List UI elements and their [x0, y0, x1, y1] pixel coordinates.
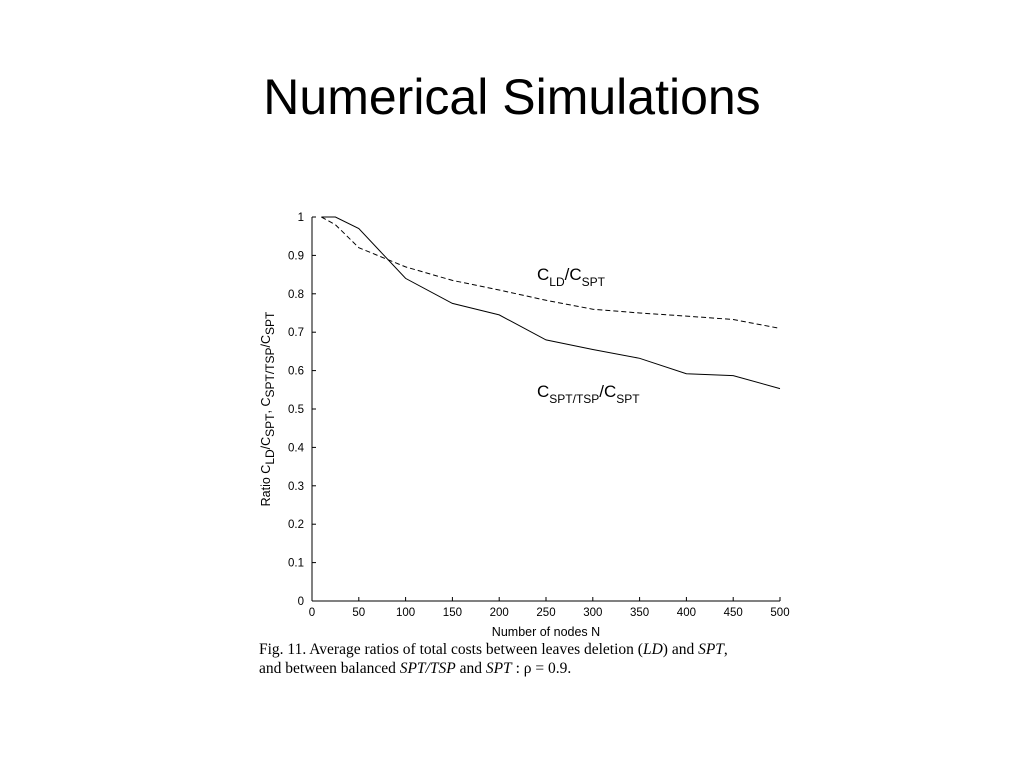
- y-tick-label: 0.9: [288, 250, 304, 262]
- x-axis-label: Number of nodes N: [492, 625, 600, 639]
- series-line-1: [321, 216, 781, 390]
- x-tick-label: 500: [770, 607, 789, 619]
- y-tick-label: 0.7: [288, 327, 304, 339]
- y-tick-label: 0.3: [288, 481, 304, 493]
- x-tick-label: 0: [309, 607, 315, 619]
- x-ticks: 0 50 100 150 200 250 300 350 400 450 500: [309, 597, 790, 619]
- x-tick-label: 50: [352, 607, 365, 619]
- series-lines: [321, 216, 781, 390]
- y-tick-label: 1: [298, 212, 304, 224]
- x-tick-label: 250: [536, 607, 555, 619]
- caption-line-1: Fig. 11. Average ratios of total costs b…: [259, 641, 728, 658]
- series-label-ld: CLD/CSPT: [537, 265, 606, 289]
- y-axis-label: Ratio CLD/CSPT, CSPT/TSP/CSPT: [259, 311, 277, 506]
- x-tick-label: 100: [396, 607, 415, 619]
- figure-caption: Fig. 11. Average ratios of total costs b…: [259, 640, 799, 678]
- x-tick-label: 400: [677, 607, 696, 619]
- x-tick-label: 300: [583, 607, 602, 619]
- caption-line-2: and between balanced SPT/TSP and SPT : ρ…: [259, 660, 572, 677]
- x-tick-label: 450: [724, 607, 743, 619]
- y-tick-label: 0.6: [288, 366, 304, 378]
- series-line-0: [321, 216, 781, 329]
- y-ticks: 0 0.1 0.2 0.3 0.4 0.5 0.6 0.7 0.8 0.9 1: [288, 212, 316, 608]
- slide-title: Numerical Simulations: [263, 69, 761, 125]
- x-tick-label: 350: [630, 607, 649, 619]
- y-tick-label: 0.1: [288, 558, 304, 570]
- y-tick-label: 0.5: [288, 404, 304, 416]
- series-label-spt-tsp: CSPT/TSP/CSPT: [537, 382, 640, 406]
- x-tick-label: 200: [490, 607, 509, 619]
- y-tick-label: 0.4: [288, 442, 305, 454]
- x-tick-label: 150: [443, 607, 462, 619]
- y-tick-label: 0.2: [288, 519, 304, 531]
- y-tick-label: 0: [298, 596, 304, 608]
- y-tick-label: 0.8: [288, 289, 304, 301]
